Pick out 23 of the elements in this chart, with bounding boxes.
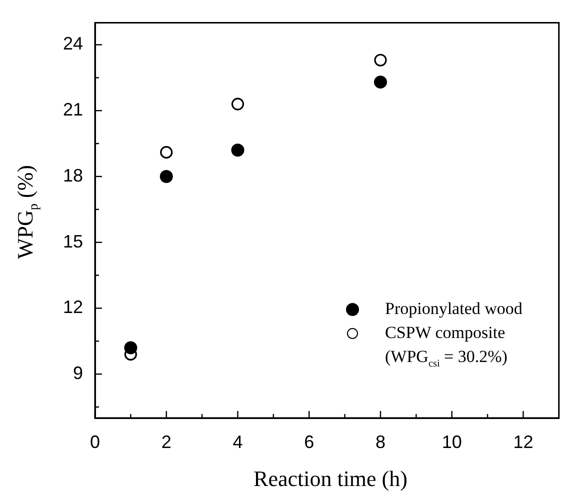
y-tick-label: 21 [62, 100, 83, 120]
point [374, 76, 387, 89]
y-tick-label: 9 [72, 363, 83, 384]
point [231, 144, 244, 157]
x-tick-label: 4 [232, 432, 243, 452]
x-tick-label: 8 [375, 432, 386, 452]
x-tick-label: 10 [442, 432, 462, 452]
y-tick-label: 18 [62, 165, 83, 186]
point [160, 146, 173, 159]
point [374, 54, 387, 66]
legend-label: Propionylated wood [385, 298, 524, 320]
y-tick-label: 24 [62, 34, 83, 54]
y-tick-label: 12 [62, 297, 83, 318]
legend-label: CSPW composite (WPG$_{csi}$ = 30.2%) [385, 322, 508, 372]
x-axis-title: Reaction time (h) [252, 466, 408, 492]
x-tick-label: 2 [161, 432, 172, 452]
x-tick-label: 6 [304, 432, 314, 452]
point [160, 170, 173, 183]
x-tick-label: 12 [513, 432, 534, 452]
x-tick-label: 0 [90, 432, 100, 452]
point [231, 98, 244, 110]
y-tick-label: 15 [62, 231, 83, 252]
point [124, 341, 138, 354]
